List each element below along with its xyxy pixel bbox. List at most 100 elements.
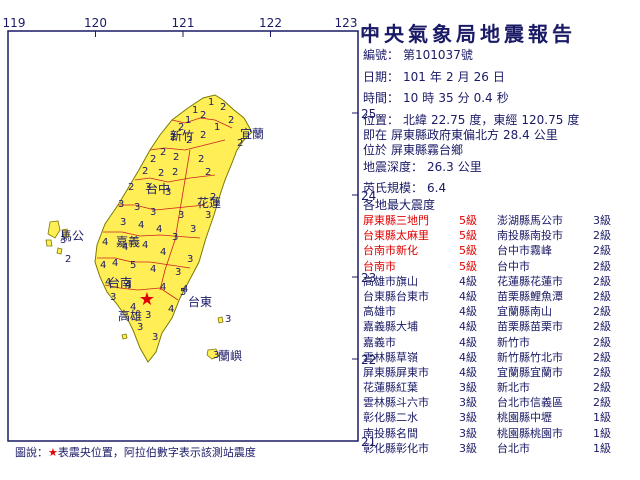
station-intensity: 5級 (459, 214, 477, 227)
svg-text:3: 3 (152, 332, 158, 343)
map-legend: 圖說：★表震央位置，阿拉伯數字表示該測站震度 (15, 444, 256, 460)
city-label: 高雄 (118, 308, 142, 323)
svg-text:1: 1 (185, 115, 191, 126)
station-name: 新竹市 (497, 335, 530, 349)
lon-tick-label: 120 (84, 16, 107, 30)
station-name: 高雄市旗山 (363, 274, 418, 288)
svg-text:3: 3 (134, 202, 140, 213)
svg-text:4: 4 (130, 302, 136, 313)
report-title: 中央氣象局地震報告 (360, 22, 576, 46)
svg-text:2: 2 (173, 152, 179, 163)
station-name: 桃園縣中壢 (497, 411, 552, 425)
city-label: 台中 (146, 181, 170, 196)
date-month-unit: 月 (457, 70, 470, 84)
svg-text:4: 4 (138, 220, 144, 231)
svg-text:4: 4 (168, 304, 174, 315)
city-label: 馬公 (60, 229, 84, 243)
report-position: 位置： 北緯 22.75 度，東經 120.75 度 (363, 111, 583, 128)
date-day: 26 (473, 70, 489, 84)
report-depth: 地震深度： 26.3 公里 (363, 158, 486, 175)
station-intensity: 4級 (459, 335, 477, 349)
station-intensity: 2級 (593, 259, 611, 273)
lat-tick-label: 23 (361, 271, 376, 285)
station-name: 花蓮縣花蓮市 (497, 274, 563, 288)
station-name: 屏東縣三地門 (363, 214, 429, 227)
epicenter-star-icon: ★ (139, 289, 155, 310)
station-name: 台東縣太麻里 (363, 229, 429, 243)
city-label: 宜蘭 (240, 126, 264, 141)
date-day-unit: 日 (492, 70, 505, 84)
legend-star-icon: ★ (48, 446, 58, 459)
svg-text:4: 4 (105, 277, 111, 288)
svg-text:2: 2 (65, 254, 71, 265)
legend-text: 表震央位置，阿拉伯數字表示該測站震度 (57, 446, 256, 459)
svg-text:4: 4 (100, 260, 106, 271)
orchid-island (206, 348, 220, 360)
green-island (217, 316, 224, 324)
station-intensity: 2級 (593, 335, 611, 349)
svg-text:2: 2 (172, 167, 178, 178)
lon-tick-label: 121 (172, 16, 195, 30)
axis-ticks (7, 30, 359, 442)
svg-text:3: 3 (120, 217, 126, 228)
station-intensity: 4級 (459, 320, 477, 334)
station-intensity: 1級 (593, 426, 611, 440)
svg-text:4: 4 (160, 282, 166, 293)
lat-tick-label: 21 (361, 435, 376, 449)
station-intensity: 2級 (593, 289, 611, 303)
station-name: 台北市信義區 (497, 396, 563, 410)
intensity-row: 屏東縣屏東市 4級 宜蘭縣宜蘭市 2級 (363, 364, 613, 379)
svg-text:2: 2 (228, 115, 234, 126)
time-minute-unit: 分 (457, 91, 470, 105)
station-intensity: 2級 (593, 274, 611, 288)
svg-text:3: 3 (187, 254, 193, 265)
report-magnitude: 芮氏規模： 6.4 (363, 179, 450, 196)
svg-text:3: 3 (145, 310, 151, 321)
depth-unit: 公里 (457, 160, 482, 174)
at-place: 屏東縣霧台鄉 (391, 143, 464, 157)
intensity-row: 嘉義縣大埔 4級 苗栗縣苗栗市 2級 (363, 318, 613, 333)
svg-text:4: 4 (150, 264, 156, 275)
station-intensity: 2級 (593, 229, 611, 243)
report-number-value: 第101037號 (403, 48, 473, 62)
station-intensity: 3級 (459, 441, 477, 455)
xiaoliuqiu-island (121, 333, 128, 340)
station-name: 宜蘭縣宜蘭市 (497, 365, 563, 379)
intensity-row: 花蓮縣紅葉 3級 新北市 2級 (363, 379, 613, 394)
report-date: 日期： 101 年 2 月 26 日 (363, 68, 509, 85)
svg-text:4: 4 (142, 240, 148, 251)
svg-text:3: 3 (110, 292, 116, 303)
lon-tick-label: 119 (3, 16, 26, 30)
time-minute: 35 (438, 91, 454, 105)
station-intensity: 1級 (593, 411, 611, 425)
intensity-row: 台南市 5級 台中市 2級 (363, 258, 613, 273)
time-second-unit: 秒 (496, 91, 509, 105)
station-name: 雲林縣草嶺 (363, 350, 418, 364)
station-intensity: 5級 (459, 244, 477, 258)
depth-value: 26.3 (427, 160, 454, 174)
intensity-row: 高雄市旗山 4級 花蓮縣花蓮市 2級 (363, 273, 613, 288)
station-name: 新北市 (497, 381, 530, 395)
svg-text:3: 3 (150, 207, 156, 218)
intensity-row: 雲林縣草嶺 4級 新竹縣竹北市 2級 (363, 349, 613, 364)
station-intensity: 2級 (593, 350, 611, 364)
intensity-row: 彰化縣二水 3級 桃園縣中壢 1級 (363, 409, 613, 424)
station-name: 台東縣台東市 (363, 289, 429, 303)
svg-text:3: 3 (178, 210, 184, 221)
station-name: 澎湖縣馬公市 (497, 214, 563, 227)
station-name: 台南市 (363, 259, 396, 273)
svg-text:4: 4 (125, 280, 131, 291)
station-intensity: 3級 (459, 411, 477, 425)
time-hour-unit: 時 (422, 91, 435, 105)
svg-text:3: 3 (172, 232, 178, 243)
station-intensity: 5級 (459, 259, 477, 273)
station-intensity: 4級 (459, 365, 477, 379)
date-year-unit: 年 (429, 70, 442, 84)
station-name: 彰化縣二水 (363, 411, 418, 425)
station-intensity: 4級 (459, 305, 477, 319)
city-label: 台南 (108, 275, 132, 290)
lat-tick-label: 25 (361, 107, 376, 121)
lon-unit: 度 (567, 113, 580, 127)
svg-text:4: 4 (112, 258, 118, 269)
